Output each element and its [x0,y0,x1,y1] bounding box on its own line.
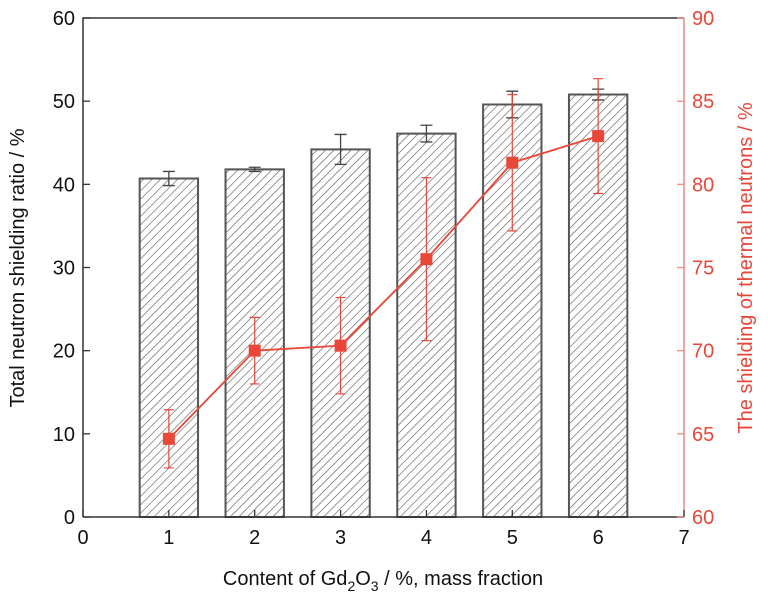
line-marker [334,339,347,352]
right-y-tick-label: 65 [692,424,714,446]
x-tick-label: 3 [335,527,346,549]
right-y-tick-label: 80 [692,174,714,196]
line-marker [592,130,605,143]
left-y-axis-label: Total neutron shielding ratio / % [7,128,29,407]
x-tick-label: 4 [421,527,432,549]
line-path [168,135,599,440]
right-y-axis-label: The shielding of thermal neutrons / % [735,102,757,434]
left-y-tick-label: 0 [64,507,75,529]
right-y-tick-label: 85 [692,91,714,113]
bar-error-bar [248,166,261,173]
x-tick-label: 5 [507,527,518,549]
x-axis-label: Content of Gd2O3 / %, mass fraction [223,568,543,594]
line-marker [162,432,175,445]
line-marker [420,253,433,266]
line-marker [506,156,519,169]
left-y-tick-label: 50 [53,91,75,113]
left-y-tick-label: 10 [53,424,75,446]
x-tick-label: 7 [678,527,689,549]
bar-error-bar [420,124,433,143]
x-tick-label: 0 [77,527,88,549]
right-y-tick-label: 70 [692,341,714,363]
left-y-tick-label: 30 [53,258,75,280]
line-marker [248,344,261,357]
right-y-tick-label: 75 [692,258,714,280]
left-y-tick-label: 20 [53,341,75,363]
left-y-tick-label: 40 [53,174,75,196]
x-tick-label: 6 [593,527,604,549]
x-tick-label: 1 [163,527,174,549]
right-y-tick-label: 60 [692,507,714,529]
line-series-group [162,78,605,469]
x-tick-label: 2 [249,527,260,549]
bar-error-bar [162,170,175,187]
right-y-tick-label: 90 [692,8,714,30]
bar-error-bar [334,133,347,166]
left-y-tick-label: 60 [53,8,75,30]
